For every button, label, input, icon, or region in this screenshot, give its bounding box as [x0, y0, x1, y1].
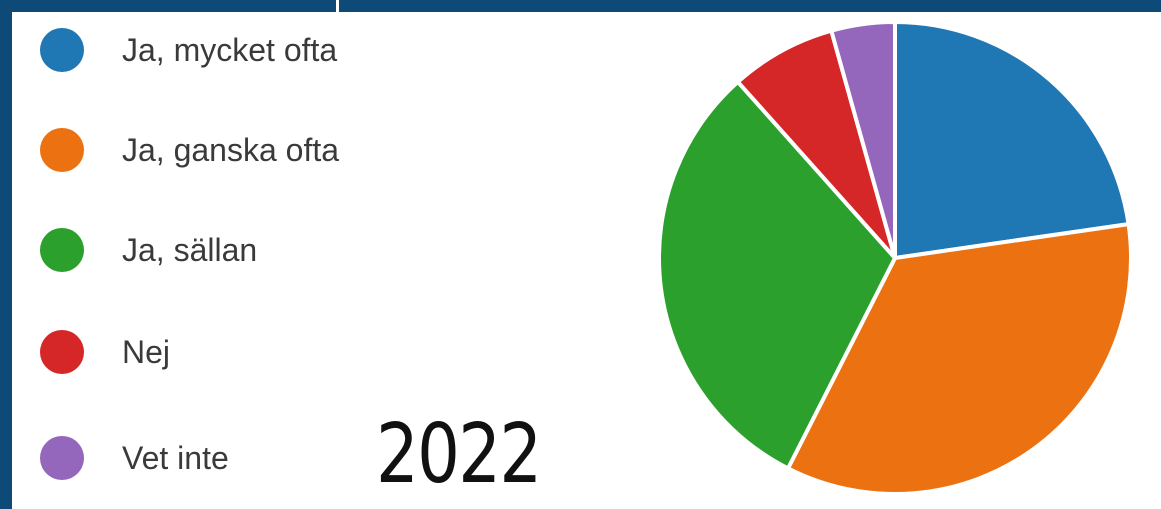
legend-item-ja-mycket-ofta: Ja, mycket ofta — [40, 28, 337, 72]
pie-slice-2 — [786, 222, 1133, 496]
legend-item-ja-ganska-ofta: Ja, ganska ofta — [40, 128, 339, 172]
legend-swatch — [40, 28, 84, 72]
pie-slice-5 — [829, 20, 897, 260]
legend-label: Ja, sällan — [122, 231, 258, 268]
legend-label: Ja, mycket ofta — [122, 31, 338, 68]
legend-swatch — [40, 128, 84, 172]
year-annotation: 2022 — [376, 407, 542, 502]
pie-slice-3 — [657, 79, 897, 471]
pie-slice-1 — [893, 20, 1131, 260]
legend-item-ja-sallan: Ja, sällan — [40, 228, 257, 272]
top-divider — [336, 0, 339, 12]
legend-item-nej: Nej — [40, 330, 170, 374]
legend-label: Nej — [122, 333, 171, 370]
legend-swatch — [40, 330, 84, 374]
legend-swatch — [40, 436, 84, 480]
legend-label: Ja, ganska ofta — [122, 131, 340, 168]
legend-label: Vet inte — [122, 439, 229, 476]
legend-swatch — [40, 228, 84, 272]
pie-slice-4 — [735, 28, 897, 260]
legend-item-vet-inte: Vet inte — [40, 436, 229, 480]
